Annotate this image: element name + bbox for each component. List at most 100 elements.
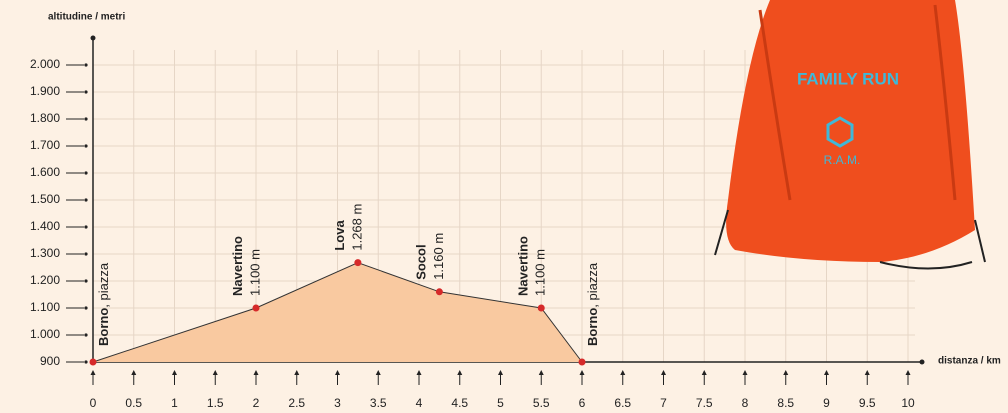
x-axis-end [919, 359, 925, 365]
value-label: 1.268 m [349, 204, 364, 251]
x-tick-label: 9 [823, 396, 830, 410]
y-tick-dot [84, 333, 88, 337]
point-name-text: Lova [332, 220, 347, 251]
y-tick-dot [84, 198, 88, 202]
marker [89, 358, 97, 366]
x-tick-label: 10 [901, 396, 915, 410]
x-tick-arrow [905, 370, 911, 375]
x-tick-label: 2.5 [288, 396, 305, 410]
x-tick-label: 7 [660, 396, 667, 410]
x-tick-arrow [416, 370, 422, 375]
x-tick-arrow [579, 370, 585, 375]
x-tick-arrow [253, 370, 259, 375]
x-tick-label: 7.5 [696, 396, 713, 410]
y-tick-dot [84, 252, 88, 256]
x-tick-label: 5 [497, 396, 504, 410]
y-tick-dot [84, 171, 88, 175]
y-axis-end [90, 35, 96, 41]
x-tick-label: 1 [171, 396, 178, 410]
marker [252, 304, 260, 312]
point-name-text: Socol [414, 244, 429, 279]
x-tick-label: 4.5 [451, 396, 468, 410]
x-tick-arrow [294, 370, 300, 375]
y-tick-label: 900 [40, 354, 60, 368]
y-tick-dot [84, 279, 88, 283]
y-tick-label: 1.700 [30, 138, 60, 152]
point-label: Lova 1.268 m [332, 204, 364, 251]
x-tick-label: 9.5 [859, 396, 876, 410]
y-tick-label: 1.900 [30, 84, 60, 98]
x-tick-arrow [90, 370, 96, 375]
x-tick-arrow [701, 370, 707, 375]
bag-logo-hex [826, 116, 854, 148]
x-tick-label: 3.5 [370, 396, 387, 410]
y-tick-label: 1.600 [30, 165, 60, 179]
bag-fold [758, 4, 957, 201]
y-tick-dot [84, 90, 88, 94]
x-tick-label: 8.5 [777, 396, 794, 410]
x-tick-label: 6 [579, 396, 586, 410]
marker [435, 288, 443, 296]
point-label: Borno, piazza [96, 262, 111, 346]
x-tick-arrow [172, 370, 177, 375]
x-tick-arrow [864, 370, 870, 375]
value-label: 1.160 m [431, 233, 446, 280]
bag-logo-bottom: R.A.M. [824, 153, 861, 167]
x-tick-label: 8 [742, 396, 749, 410]
y-tick-label: 1.100 [30, 300, 60, 314]
x-tick-label: 5.5 [533, 396, 550, 410]
y-tick-label: 1.200 [30, 273, 60, 287]
x-tick-label: 6.5 [614, 396, 631, 410]
point-label: Socol 1.160 m [414, 233, 446, 280]
x-tick-label: 4 [416, 396, 423, 410]
x-tick-arrow [538, 370, 544, 375]
y-tick-dot [84, 360, 88, 364]
y-tick-dot [84, 306, 88, 310]
point-name-text: Navertino [516, 236, 531, 296]
x-tick-arrow [212, 370, 218, 375]
x-tick-arrow [620, 370, 626, 375]
x-tick-label: 2 [253, 396, 260, 410]
y-tick-label: 1.500 [30, 192, 60, 206]
y-tick-label: 2.000 [30, 57, 60, 71]
point-label: Navertino 1.100 m [230, 236, 262, 296]
bag-cord [714, 209, 986, 270]
x-tick-label: 1.5 [207, 396, 224, 410]
point-label: Borno, piazza [585, 262, 600, 346]
x-tick-arrow [742, 370, 748, 375]
y-tick-dot [84, 117, 88, 121]
point-name: Socol [414, 244, 429, 279]
y-tick-dot [84, 144, 88, 148]
x-tick-label: 3 [334, 396, 341, 410]
point-label: Navertino 1.100 m [516, 236, 548, 296]
line [92, 262, 583, 363]
x-tick-arrow [661, 370, 666, 375]
point-note: , piazza [585, 262, 600, 308]
point-note: , piazza [96, 262, 111, 308]
x-tick-label: 0.5 [125, 396, 142, 410]
point-name: Borno, piazza [585, 262, 600, 346]
y-axis-title: altitudine / metri [48, 12, 125, 23]
bag-image: FAMILY RUN R.A.M. [714, 0, 986, 270]
point-name-text: Borno [96, 308, 111, 346]
y-tick-dot [84, 63, 88, 67]
plot: 900 1.000 1.100 1.200 1.300 1.400 1.500 1.600 1.… [30, 35, 925, 410]
marker [537, 304, 545, 312]
point-name: Navertino [230, 236, 245, 296]
x-tick-arrow [824, 370, 829, 375]
y-tick-label: 1.300 [30, 246, 60, 260]
y-tick-label: 1.400 [30, 219, 60, 233]
area [93, 262, 582, 362]
x-tick-arrow [457, 370, 463, 375]
point-name: Lova [332, 220, 347, 251]
y-tick-dot [84, 225, 88, 229]
x-tick-arrow [375, 370, 381, 375]
point-name: Navertino [516, 236, 531, 296]
x-tick-arrow [335, 370, 340, 375]
marker [354, 259, 362, 267]
value-label: 1.100 m [247, 249, 262, 296]
x-tick-label: 0 [90, 396, 97, 410]
x-tick-arrow [498, 370, 503, 375]
x-tick-arrow [131, 370, 137, 375]
